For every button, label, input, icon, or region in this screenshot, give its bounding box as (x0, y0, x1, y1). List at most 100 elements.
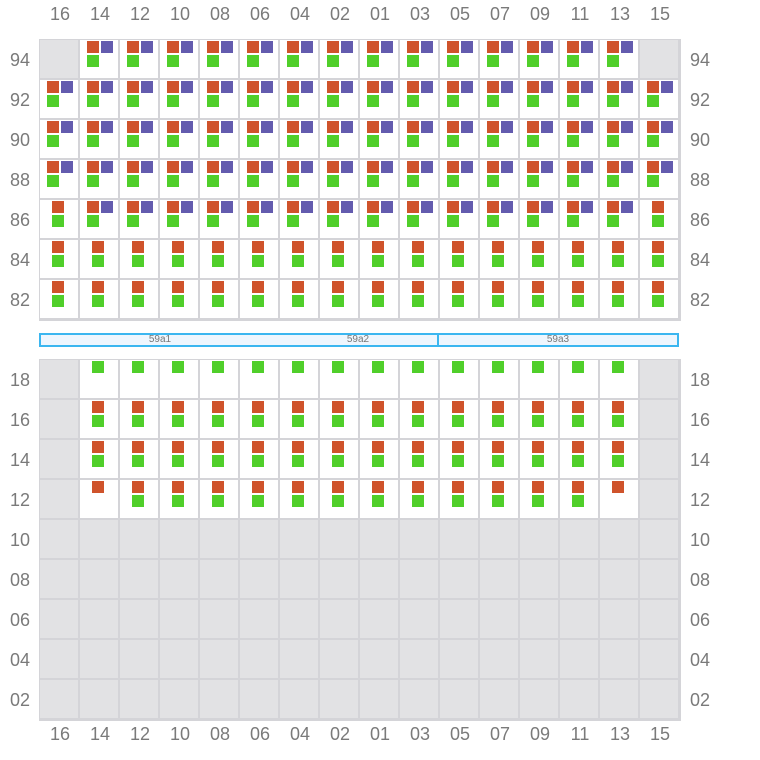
seat[interactable] (240, 160, 278, 198)
seat[interactable] (80, 440, 118, 478)
seat[interactable] (360, 160, 398, 198)
seat[interactable] (440, 120, 478, 158)
seat[interactable] (560, 40, 598, 78)
seat[interactable] (80, 200, 118, 238)
seat[interactable] (440, 400, 478, 438)
seat[interactable] (600, 40, 638, 78)
seat[interactable] (520, 280, 558, 318)
seat[interactable] (320, 40, 358, 78)
seat[interactable] (80, 120, 118, 158)
seat[interactable] (640, 200, 678, 238)
seat[interactable] (440, 480, 478, 518)
seat[interactable] (320, 120, 358, 158)
seat[interactable] (280, 400, 318, 438)
seat[interactable] (640, 80, 678, 118)
seat[interactable] (560, 160, 598, 198)
seat[interactable] (160, 400, 198, 438)
seat[interactable] (200, 280, 238, 318)
seat[interactable] (640, 160, 678, 198)
seat[interactable] (440, 440, 478, 478)
seat[interactable] (80, 160, 118, 198)
seat[interactable] (120, 440, 158, 478)
seat[interactable] (120, 240, 158, 278)
seat[interactable] (120, 360, 158, 398)
seat[interactable] (320, 400, 358, 438)
seat[interactable] (520, 360, 558, 398)
seat[interactable] (480, 240, 518, 278)
seat[interactable] (360, 440, 398, 478)
seat[interactable] (560, 120, 598, 158)
seat[interactable] (160, 440, 198, 478)
seat[interactable] (160, 200, 198, 238)
seat[interactable] (80, 80, 118, 118)
seat[interactable] (320, 480, 358, 518)
seat[interactable] (40, 200, 78, 238)
seat[interactable] (600, 120, 638, 158)
seat[interactable] (400, 80, 438, 118)
seat[interactable] (320, 80, 358, 118)
seat[interactable] (560, 360, 598, 398)
seat[interactable] (560, 480, 598, 518)
seat[interactable] (480, 160, 518, 198)
seat[interactable] (160, 360, 198, 398)
seat[interactable] (560, 440, 598, 478)
seat[interactable] (600, 200, 638, 238)
seat[interactable] (360, 360, 398, 398)
seat[interactable] (400, 400, 438, 438)
seat[interactable] (400, 160, 438, 198)
seat[interactable] (40, 160, 78, 198)
seat[interactable] (160, 480, 198, 518)
seat[interactable] (640, 120, 678, 158)
seat[interactable] (520, 200, 558, 238)
seat[interactable] (640, 240, 678, 278)
zone-59a3[interactable]: 59a3 (439, 333, 679, 347)
seat[interactable] (240, 40, 278, 78)
seat[interactable] (280, 80, 318, 118)
seat[interactable] (520, 120, 558, 158)
seat[interactable] (480, 200, 518, 238)
seat[interactable] (120, 480, 158, 518)
seat[interactable] (240, 480, 278, 518)
seat[interactable] (320, 200, 358, 238)
seat[interactable] (200, 80, 238, 118)
seat[interactable] (560, 200, 598, 238)
seat[interactable] (360, 400, 398, 438)
seat[interactable] (80, 400, 118, 438)
seat[interactable] (360, 80, 398, 118)
seat[interactable] (280, 200, 318, 238)
seat[interactable] (240, 80, 278, 118)
seat[interactable] (440, 160, 478, 198)
seat[interactable] (200, 440, 238, 478)
seat[interactable] (640, 280, 678, 318)
seat[interactable] (520, 240, 558, 278)
seat[interactable] (440, 280, 478, 318)
seat[interactable] (320, 440, 358, 478)
seat[interactable] (160, 40, 198, 78)
seat[interactable] (120, 80, 158, 118)
seat[interactable] (400, 440, 438, 478)
seat[interactable] (560, 80, 598, 118)
seat[interactable] (400, 480, 438, 518)
seat[interactable] (480, 400, 518, 438)
seat[interactable] (40, 80, 78, 118)
seat[interactable] (240, 240, 278, 278)
seat[interactable] (120, 280, 158, 318)
seat[interactable] (400, 40, 438, 78)
seat[interactable] (200, 160, 238, 198)
seat[interactable] (280, 120, 318, 158)
seat[interactable] (280, 360, 318, 398)
seat[interactable] (600, 480, 638, 518)
seat[interactable] (480, 360, 518, 398)
seat[interactable] (160, 160, 198, 198)
seat[interactable] (320, 280, 358, 318)
seat[interactable] (200, 120, 238, 158)
seat[interactable] (600, 80, 638, 118)
seat[interactable] (360, 200, 398, 238)
seat[interactable] (40, 240, 78, 278)
seat[interactable] (520, 160, 558, 198)
seat[interactable] (560, 240, 598, 278)
seat[interactable] (440, 40, 478, 78)
seat[interactable] (560, 400, 598, 438)
seat[interactable] (80, 360, 118, 398)
seat[interactable] (480, 440, 518, 478)
